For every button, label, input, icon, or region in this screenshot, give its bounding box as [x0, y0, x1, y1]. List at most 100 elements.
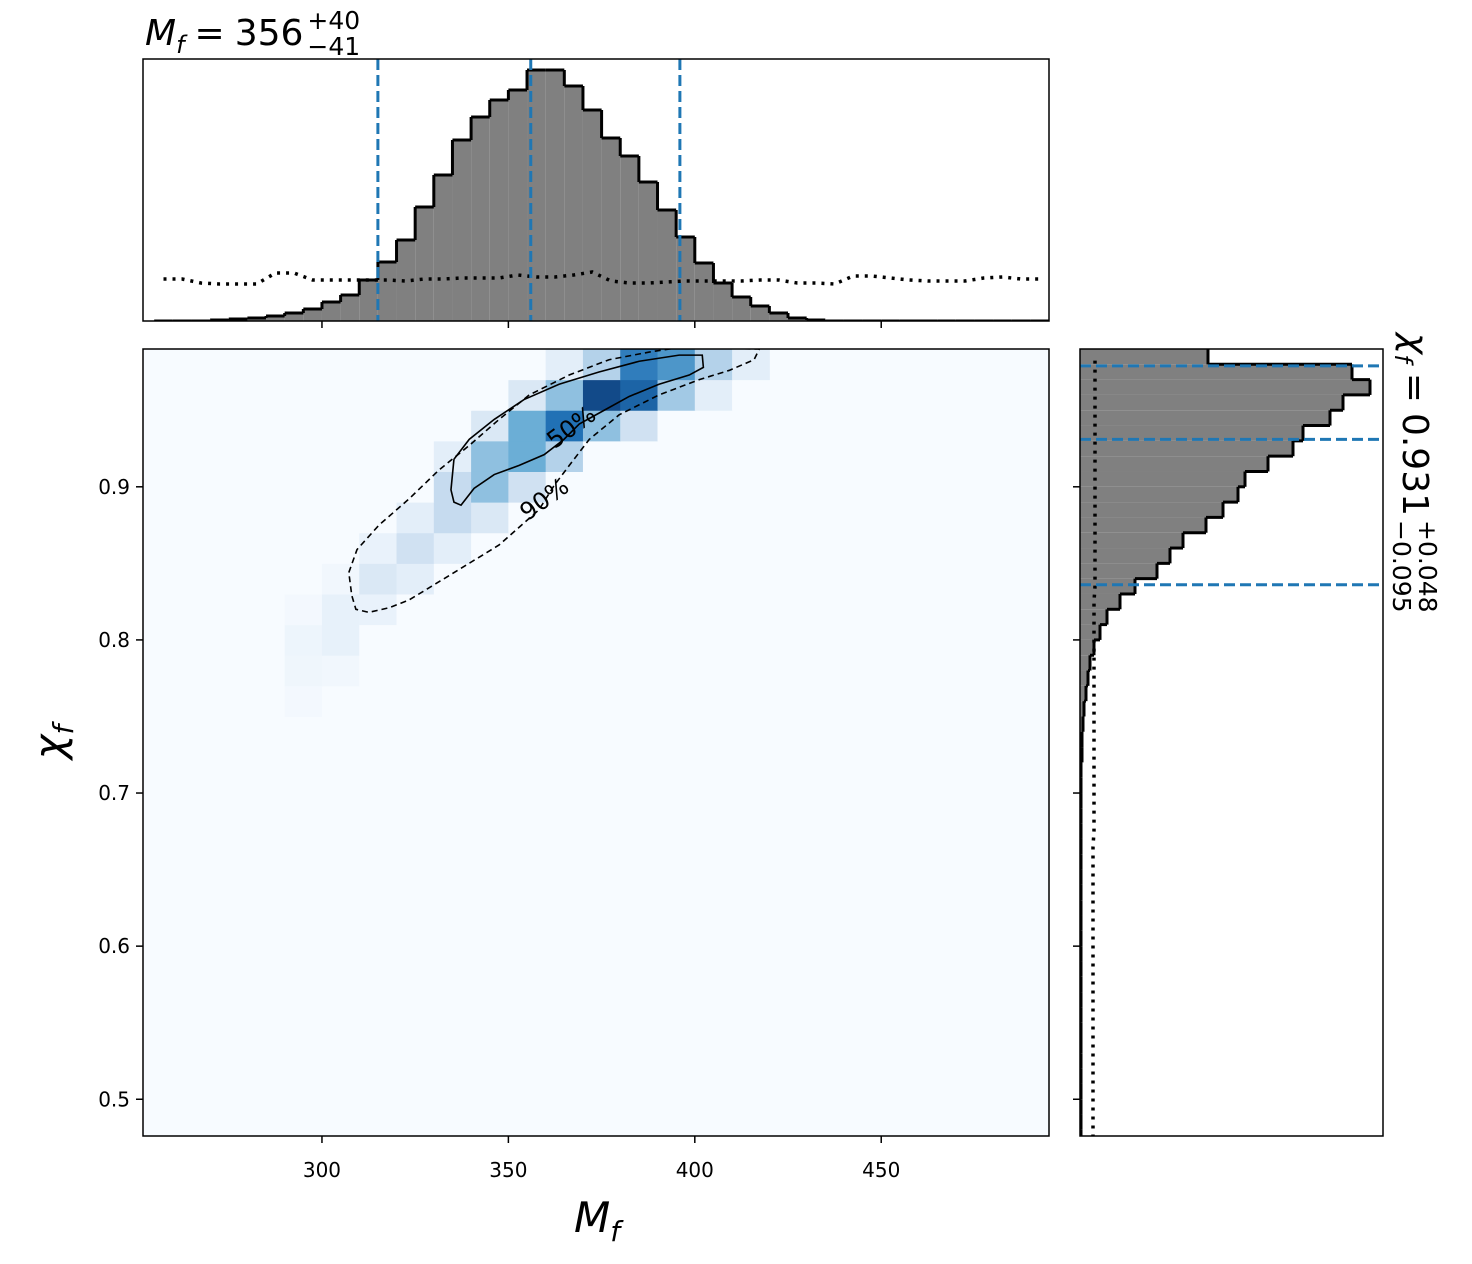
heatmap-cell	[694, 655, 733, 687]
heatmap-cell	[471, 624, 509, 656]
heatmap-cell	[359, 410, 398, 442]
heatmap-cell	[657, 440, 696, 472]
heatmap-cell	[471, 593, 509, 626]
heatmap-cell	[620, 532, 659, 564]
heatmap-cell	[657, 655, 696, 687]
symbol: χ	[25, 732, 74, 761]
heatmap-cell	[582, 563, 621, 595]
heatmap-cell	[471, 410, 509, 442]
heatmap-cell	[359, 624, 398, 656]
heatmap-cell	[545, 655, 584, 687]
heatmap-cell	[321, 379, 360, 411]
heatmap-cell	[396, 532, 435, 564]
y-axis-label-group: χf	[25, 721, 80, 762]
heatmap-cell	[284, 471, 323, 503]
histogram-bar	[1080, 364, 1352, 380]
heatmap-cell	[545, 502, 584, 534]
heatmap-cell	[657, 593, 696, 626]
histogram-bar	[564, 86, 583, 321]
heatmap-cell	[433, 624, 472, 656]
prior-line	[163, 270, 1040, 286]
heatmap-cell	[508, 593, 547, 626]
subscript: f	[1389, 354, 1417, 366]
heatmap-cell	[620, 440, 659, 472]
heatmap-cell	[396, 655, 435, 687]
histogram-bar	[1080, 425, 1303, 441]
heatmap-cell	[732, 655, 770, 687]
heatmap-cell	[620, 410, 659, 442]
histogram-bar	[1080, 471, 1245, 487]
heatmap-cell	[694, 685, 733, 717]
histogram-bar	[452, 140, 472, 321]
heatmap-cell	[620, 379, 659, 411]
histogram-bar	[620, 156, 639, 321]
heatmap-cell	[694, 379, 733, 411]
x-tick-label: 400	[676, 1158, 714, 1182]
heatmap-cell	[284, 563, 323, 595]
heatmap-cell	[321, 685, 360, 717]
heatmap-cell	[321, 471, 360, 503]
heatmap-cell	[433, 410, 472, 442]
heatmap-cell	[732, 624, 770, 656]
heatmap-cell	[396, 379, 435, 411]
histogram-bar	[266, 316, 285, 321]
heatmap-cell	[284, 502, 323, 534]
heatmap-cell	[471, 532, 509, 564]
heatmap-cell	[321, 410, 360, 442]
heatmap-cell	[359, 685, 398, 717]
histogram-bar	[638, 182, 658, 321]
heatmap-cell	[321, 655, 360, 687]
histogram-bar	[769, 313, 789, 321]
heatmap-cell	[694, 440, 733, 472]
heatmap: 50%90%	[284, 349, 770, 717]
heatmap-cell	[396, 440, 435, 472]
heatmap-cell	[620, 655, 659, 687]
heatmap-cell	[284, 379, 323, 411]
histogram-bar	[508, 90, 528, 321]
heatmap-cell	[582, 624, 621, 656]
heatmap-cell	[732, 471, 770, 503]
y-tick-label: 0.7	[98, 781, 130, 805]
histogram-bar	[1080, 609, 1107, 625]
heatmap-cell	[508, 655, 547, 687]
heatmap-cell	[359, 440, 398, 472]
heatmap-cell	[582, 655, 621, 687]
y-tick-label: 0.5	[98, 1087, 130, 1111]
heatmap-cell	[508, 471, 547, 503]
heatmap-cell	[620, 502, 659, 534]
heatmap-cell	[657, 685, 696, 717]
heatmap-cell	[396, 502, 435, 534]
heatmap-cell	[732, 440, 770, 472]
heatmap-cell	[545, 349, 584, 381]
heatmap-cell	[657, 379, 696, 411]
heatmap-cell	[471, 563, 509, 595]
heatmap-cell	[433, 685, 472, 717]
heatmap-cell	[694, 532, 733, 564]
histogram-bar	[377, 262, 397, 321]
histogram-bar	[732, 297, 751, 321]
axes-frame	[142, 348, 1050, 1137]
histogram-bar	[713, 283, 733, 321]
right-title-group: χf = 0.931 +0.048−0.095	[1387, 331, 1442, 613]
histogram-bar	[694, 263, 714, 321]
heatmap-cell	[582, 471, 621, 503]
histogram-bar	[1080, 486, 1238, 503]
contour	[348, 349, 761, 614]
heatmap-cell	[433, 563, 472, 595]
heatmap-cell	[471, 440, 509, 472]
histogram-bar	[601, 138, 621, 321]
histogram-bar	[1080, 655, 1090, 671]
histogram-bar	[303, 309, 322, 321]
value: 0.931	[1394, 413, 1435, 516]
histogram-bar	[1080, 532, 1183, 549]
value: 356	[235, 13, 304, 54]
heatmap-cell	[396, 410, 435, 442]
right-title: χf = 0.931	[1389, 331, 1435, 516]
heatmap-cell	[284, 532, 323, 564]
heatmap-cell	[321, 624, 360, 656]
heatmap-cell	[620, 685, 659, 717]
prior-line	[1091, 356, 1097, 1136]
heatmap-cell	[657, 563, 696, 595]
heatmap-cell	[620, 593, 659, 626]
histogram-bar	[1080, 517, 1206, 533]
